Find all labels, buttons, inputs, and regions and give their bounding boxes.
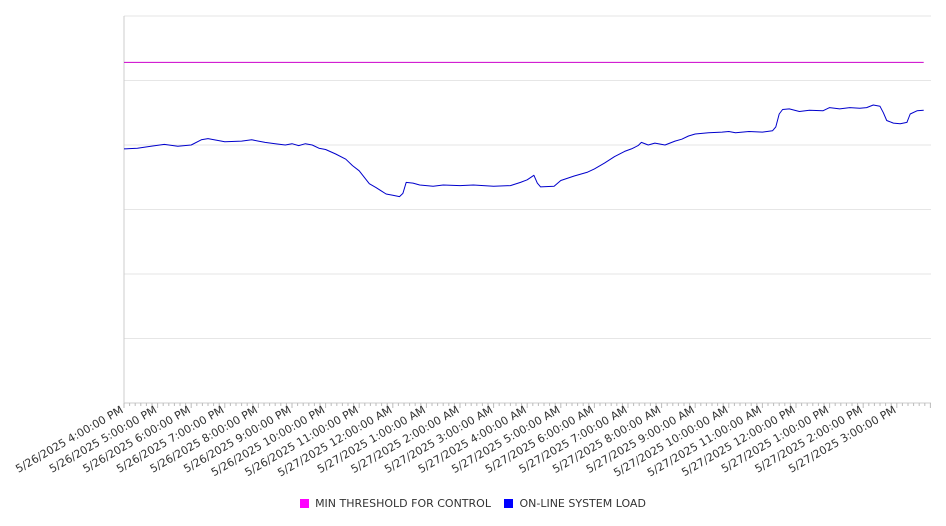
legend-swatch-min-threshold: [300, 499, 310, 508]
legend-label-system-load: ON-LINE SYSTEM LOAD: [519, 497, 646, 510]
legend: MIN THRESHOLD FOR CONTROL ON-LINE SYSTEM…: [0, 497, 946, 511]
series-lines: [123, 61, 924, 198]
legend-swatch-system-load: [504, 499, 514, 508]
grid-lines: [124, 15, 931, 404]
legend-item-min-threshold: MIN THRESHOLD FOR CONTROL: [300, 497, 491, 510]
axes: [123, 16, 931, 408]
x-axis-ticks: 5/26/2025 4:00:00 PM5/26/2025 5:00:00 PM…: [13, 403, 898, 479]
series-line-1: [123, 104, 924, 198]
legend-item-system-load: ON-LINE SYSTEM LOAD: [504, 497, 646, 510]
legend-label-min-threshold: MIN THRESHOLD FOR CONTROL: [315, 497, 491, 510]
